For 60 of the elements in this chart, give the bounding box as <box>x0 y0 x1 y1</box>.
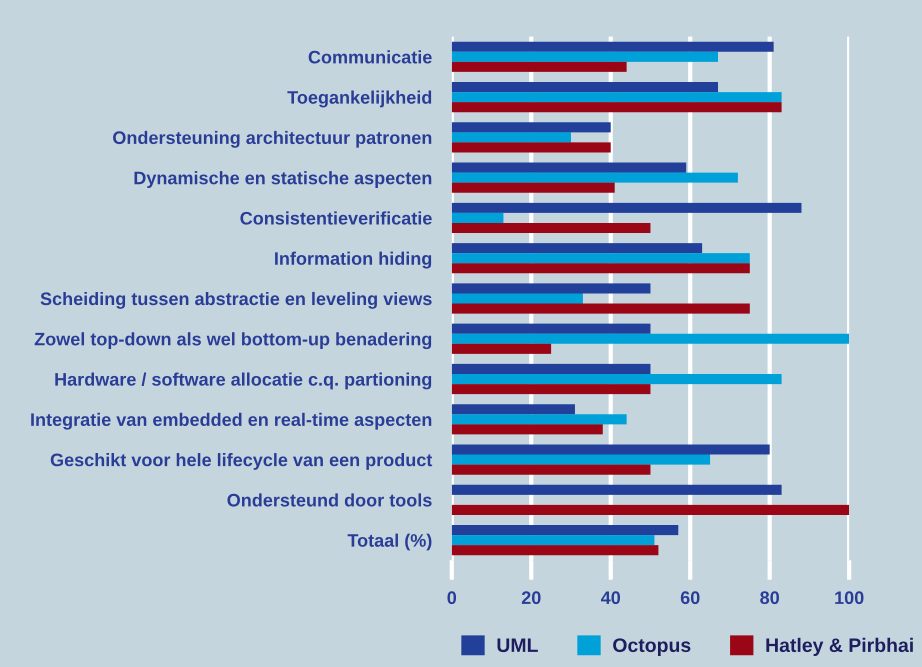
x-tick-label: 100 <box>835 591 864 604</box>
x-tick-label: 0 <box>447 591 456 604</box>
legend-label: Octopus <box>613 638 690 656</box>
bar <box>452 364 650 374</box>
bar <box>452 504 850 515</box>
legend-label: UML <box>498 638 538 652</box>
bar <box>452 52 718 62</box>
y-tick-label: Ondersteund door tools <box>227 493 432 507</box>
bar <box>452 162 686 173</box>
x-tick-label: 40 <box>600 591 620 604</box>
bar <box>452 444 770 455</box>
x-tick-label: 80 <box>760 591 779 604</box>
y-tick-label: Zowel top-down als wel bottom-up benadering <box>34 332 432 350</box>
y-tick-label: Geschikt voor hele lifecycle van een product <box>50 453 432 470</box>
y-tick-label: Scheiding tussen abstractie en leveling views <box>40 292 432 309</box>
y-tick-label: Toegankelijkheid <box>287 90 432 108</box>
bar <box>452 414 627 424</box>
bar <box>452 374 782 384</box>
bar <box>452 304 750 314</box>
bar <box>452 464 650 475</box>
bar <box>452 384 650 394</box>
bar <box>452 293 583 304</box>
bar <box>452 172 738 183</box>
bar <box>452 92 782 102</box>
bar <box>452 182 615 193</box>
bar <box>452 222 650 234</box>
bar <box>452 142 611 152</box>
bar <box>452 202 802 213</box>
bar <box>452 132 571 142</box>
bar <box>452 454 710 465</box>
bar <box>452 545 658 556</box>
bar <box>452 82 718 92</box>
y-tick-label: Information hiding <box>275 252 432 269</box>
bar <box>452 404 575 414</box>
bar <box>452 525 678 536</box>
bar <box>452 324 650 334</box>
y-tick-label: Ondersteuning architectuur patronen <box>113 130 432 148</box>
x-tick-label: 60 <box>680 591 700 604</box>
y-tick-label: Integratie van embedded en real-time aspecten <box>31 412 432 430</box>
bar <box>452 484 782 495</box>
y-tick-label: Dynamische en statische aspecten <box>134 171 432 188</box>
bar <box>452 62 627 72</box>
bar <box>452 212 504 223</box>
bar <box>452 253 750 264</box>
bar <box>452 283 650 294</box>
y-tick-label: Hardware / software allocatie c.q. partioning <box>55 372 432 390</box>
bar <box>452 102 782 112</box>
y-tick-label: Totaal (%) <box>348 534 432 550</box>
bar <box>452 334 850 344</box>
bar <box>452 535 654 546</box>
y-tick-label: Consistentieverificatie <box>240 211 432 225</box>
bar <box>452 243 702 254</box>
bar <box>452 263 750 274</box>
bar <box>452 424 603 434</box>
bar <box>452 122 611 132</box>
legend-label: Hatley & Pirbhai <box>766 638 913 656</box>
bar <box>452 42 774 52</box>
bar <box>452 344 552 354</box>
y-tick-label: Communicatie <box>308 50 432 64</box>
x-tick-label: 20 <box>522 591 541 604</box>
